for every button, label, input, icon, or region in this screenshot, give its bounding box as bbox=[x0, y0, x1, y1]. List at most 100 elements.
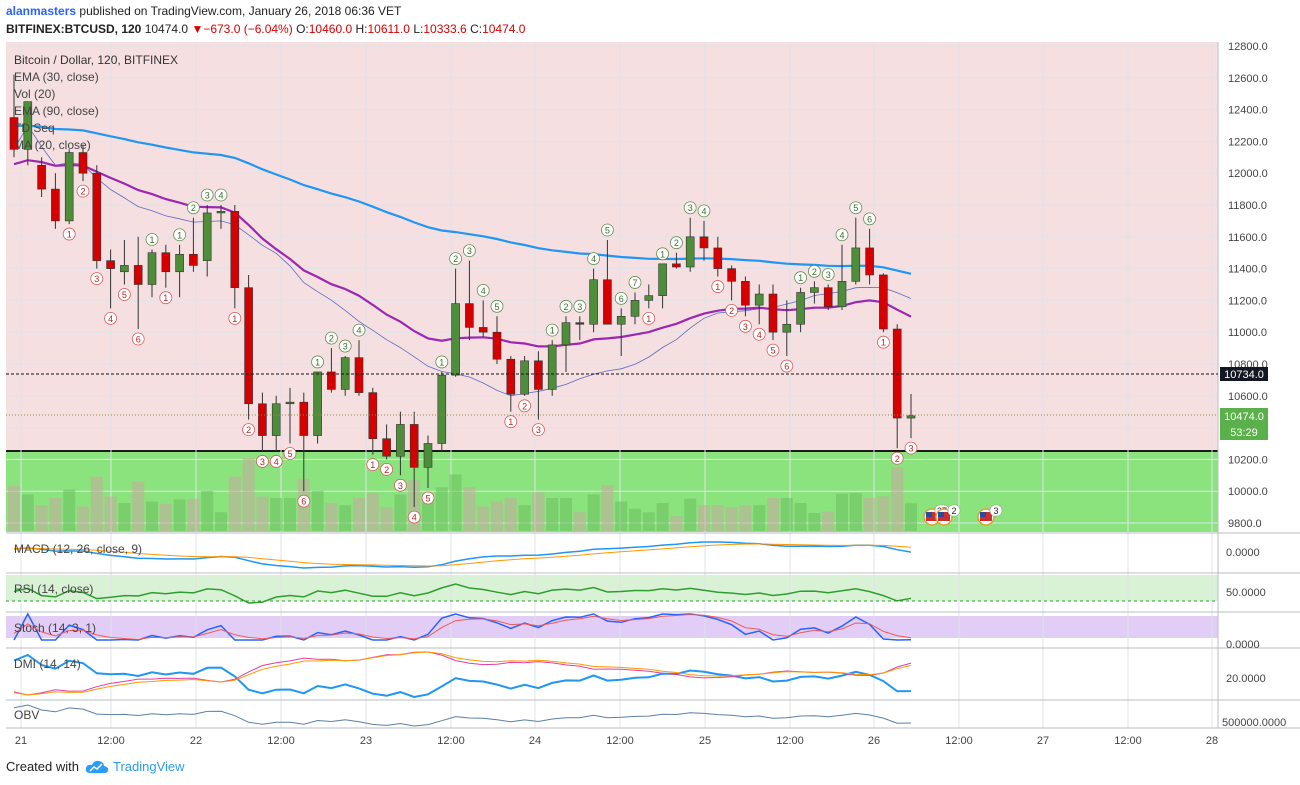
volume-bar bbox=[615, 501, 628, 531]
td-count-label: 4 bbox=[274, 457, 279, 467]
td-count-badge bbox=[504, 415, 518, 429]
price-tick-label: 12600.0 bbox=[1228, 73, 1268, 85]
tradingview-link[interactable]: TradingView bbox=[85, 759, 185, 774]
candle-down bbox=[382, 438, 391, 457]
price-axis[interactable]: 12800.0 12600.0 12400.0 12200.0 12000.0 11800… bbox=[1228, 41, 1268, 530]
candle-up bbox=[64, 152, 74, 222]
author-name[interactable]: alanmasters bbox=[6, 4, 77, 18]
td-count-label: 6 bbox=[301, 497, 306, 507]
candle-down bbox=[823, 287, 833, 308]
volume-bar bbox=[905, 503, 917, 531]
obv-line bbox=[13, 704, 912, 727]
high-value: 10611.0 bbox=[367, 22, 410, 36]
volume-bar bbox=[891, 467, 904, 531]
td-count-label: 4 bbox=[218, 191, 223, 201]
td-count-badge bbox=[311, 355, 325, 369]
volume-bar bbox=[532, 492, 545, 531]
td-count-label: 3 bbox=[688, 203, 693, 213]
td-count-label: 3 bbox=[260, 457, 265, 467]
td-count-label: 1 bbox=[370, 460, 375, 470]
rsi-line bbox=[13, 583, 912, 604]
volume-bar bbox=[132, 481, 145, 531]
td-count-label: 2 bbox=[674, 238, 679, 248]
td-count-label: 3 bbox=[398, 481, 403, 491]
candle-down bbox=[409, 424, 419, 468]
volume-bar bbox=[836, 493, 848, 531]
td-count-label: 5 bbox=[425, 494, 430, 504]
td-count-badge bbox=[214, 188, 228, 202]
volume-bar bbox=[780, 498, 793, 531]
td-count-badge bbox=[62, 227, 76, 241]
td-count-label: 1 bbox=[439, 357, 444, 367]
time-axis[interactable]: 21 12:00 22 12:00 23 12:00 24 12:00 25 12:00 26 12:… bbox=[15, 735, 1218, 747]
candle-down bbox=[258, 403, 267, 436]
candle-up bbox=[810, 287, 819, 293]
td-count-label: 6 bbox=[867, 214, 872, 224]
td-count-badge bbox=[76, 184, 90, 198]
candle-up bbox=[216, 211, 226, 214]
dmi-label: DMI (14, 14) bbox=[14, 657, 81, 671]
td-count-label: 1 bbox=[232, 314, 237, 324]
candle-up bbox=[630, 300, 640, 317]
price-tick-label: 11600.0 bbox=[1228, 232, 1267, 244]
td-count-label: 2 bbox=[522, 401, 527, 411]
td-count-label: 1 bbox=[881, 338, 886, 348]
macd-tick: 0.0000 bbox=[1226, 547, 1260, 559]
td-count-label: 2 bbox=[895, 454, 900, 464]
obv-label: OBV bbox=[14, 708, 39, 722]
td-count-badge bbox=[173, 228, 187, 242]
candle-down bbox=[478, 327, 488, 333]
volume-bar bbox=[477, 506, 490, 531]
level-tag: 10734.0 bbox=[1220, 367, 1268, 381]
candle-up bbox=[906, 415, 916, 419]
td-count-label: 5 bbox=[494, 302, 499, 312]
candle-down bbox=[51, 188, 60, 222]
td-count-label: 3 bbox=[467, 246, 472, 256]
td-count-badge bbox=[711, 280, 725, 293]
td-count-badge bbox=[476, 283, 490, 297]
flag-count-2: 2 bbox=[951, 506, 956, 516]
stoch-d-line bbox=[13, 614, 912, 640]
td-count-badge bbox=[269, 455, 283, 468]
td-count-badge bbox=[255, 455, 269, 468]
candle-up bbox=[754, 293, 764, 306]
td-count-badge bbox=[739, 319, 752, 333]
created-with-label: Created with bbox=[6, 759, 79, 774]
volume-bar bbox=[242, 458, 255, 531]
time-tick-label: 26 bbox=[868, 735, 880, 747]
candle-up bbox=[658, 263, 667, 296]
candle-down bbox=[534, 360, 543, 390]
td-count-badge bbox=[104, 311, 117, 325]
td-count-badge bbox=[200, 188, 214, 202]
td-count-badge bbox=[242, 423, 256, 437]
symbol-header: BITFINEX:BTCUSD, 120 10474.0 ▼−673.0 (−6… bbox=[6, 22, 525, 36]
td-count-label: 1 bbox=[550, 326, 555, 336]
td-count-badge bbox=[573, 299, 587, 313]
time-tick-label: 12:00 bbox=[776, 735, 804, 747]
td-count-label: 6 bbox=[136, 335, 141, 345]
td-count-badge bbox=[131, 332, 145, 346]
td-count-badge bbox=[407, 510, 421, 524]
dmi-tick: 20.0000 bbox=[1226, 673, 1266, 685]
volume-bar bbox=[767, 498, 779, 531]
last-price-value: 10474.0 bbox=[1224, 411, 1264, 423]
volume-bar bbox=[849, 493, 862, 531]
td-count-label: 4 bbox=[481, 286, 486, 296]
candle-up bbox=[644, 295, 654, 301]
symbol-label: BITFINEX:BTCUSD, 120 bbox=[6, 22, 142, 36]
event-flag-us-2[interactable]: 2 bbox=[935, 504, 961, 526]
candle-down bbox=[92, 172, 102, 261]
stoch-label: Stoch (14, 3, 1) bbox=[14, 621, 96, 635]
td-count-badge bbox=[186, 201, 200, 215]
event-flag-us-3[interactable]: 3 bbox=[977, 504, 1003, 526]
countdown-value: 53:29 bbox=[1230, 427, 1258, 439]
dmi-minus-line bbox=[13, 651, 912, 696]
candle-down bbox=[575, 322, 585, 325]
rsi-label: RSI (14, close) bbox=[14, 582, 93, 596]
volume-bar bbox=[642, 512, 655, 531]
td-count-label: 5 bbox=[605, 225, 610, 235]
td-count-badge bbox=[145, 233, 159, 246]
candle-down bbox=[506, 358, 516, 395]
macd-label: MACD (12, 26, close, 9) bbox=[14, 542, 142, 556]
